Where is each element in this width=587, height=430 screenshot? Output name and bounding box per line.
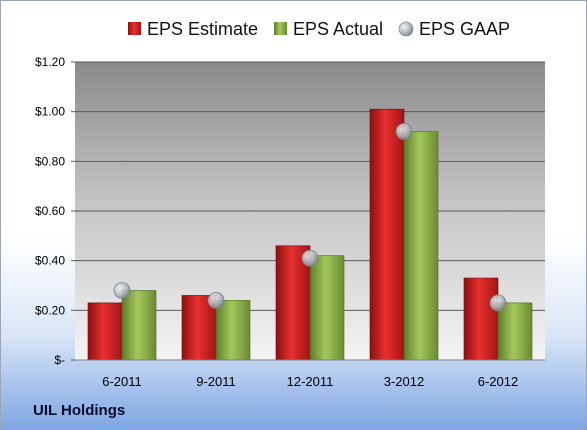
gaap-marker bbox=[489, 294, 507, 312]
legend-label-actual: EPS Actual bbox=[293, 19, 383, 39]
gaap-marker bbox=[395, 123, 413, 140]
legend-swatch-estimate bbox=[128, 22, 141, 35]
y-axis-ticks: $- $0.20 $0.40 $0.60 $0.80 $1.00 $1.20 bbox=[35, 55, 75, 367]
x-category-label: 9-2011 bbox=[196, 374, 236, 389]
legend-label-gaap: EPS GAAP bbox=[419, 19, 510, 39]
x-category-label: 12-2011 bbox=[287, 374, 334, 389]
estimate-bar bbox=[369, 108, 405, 361]
estimate-bar bbox=[463, 277, 499, 361]
legend: EPS Estimate EPS Actual EPS GAAP bbox=[128, 19, 510, 39]
x-axis-categories: 6-2011 9-2011 12-2011 3-2012 6-2012 bbox=[102, 374, 518, 389]
y-tick-label: $0.80 bbox=[35, 154, 65, 168]
x-category-label: 3-2012 bbox=[384, 374, 424, 389]
y-tick-label: $0.60 bbox=[35, 204, 65, 218]
gaap-marker bbox=[301, 249, 319, 267]
legend-label-estimate: EPS Estimate bbox=[147, 19, 258, 39]
actual-bar bbox=[215, 300, 251, 361]
actual-bar bbox=[497, 302, 533, 361]
y-tick-label: $0.40 bbox=[35, 254, 65, 268]
estimate-bar bbox=[87, 302, 123, 361]
y-tick-label: $1.00 bbox=[35, 105, 65, 119]
y-tick-label: $0.20 bbox=[35, 303, 65, 317]
legend-swatch-gaap bbox=[398, 21, 414, 37]
bars bbox=[87, 108, 533, 361]
actual-bar bbox=[309, 255, 345, 361]
actual-bar bbox=[403, 131, 439, 361]
y-tick-label: $1.20 bbox=[35, 55, 65, 69]
y-tick-label: $- bbox=[54, 353, 65, 367]
legend-swatch-actual bbox=[274, 22, 287, 35]
company-name: UIL Holdings bbox=[33, 402, 126, 419]
gaap-markers bbox=[113, 123, 507, 312]
estimate-bar bbox=[181, 295, 217, 361]
gaap-marker bbox=[113, 282, 131, 299]
x-category-label: 6-2012 bbox=[478, 374, 518, 389]
gaap-marker bbox=[207, 291, 225, 309]
x-category-label: 6-2011 bbox=[102, 374, 142, 389]
actual-bar bbox=[121, 290, 157, 361]
